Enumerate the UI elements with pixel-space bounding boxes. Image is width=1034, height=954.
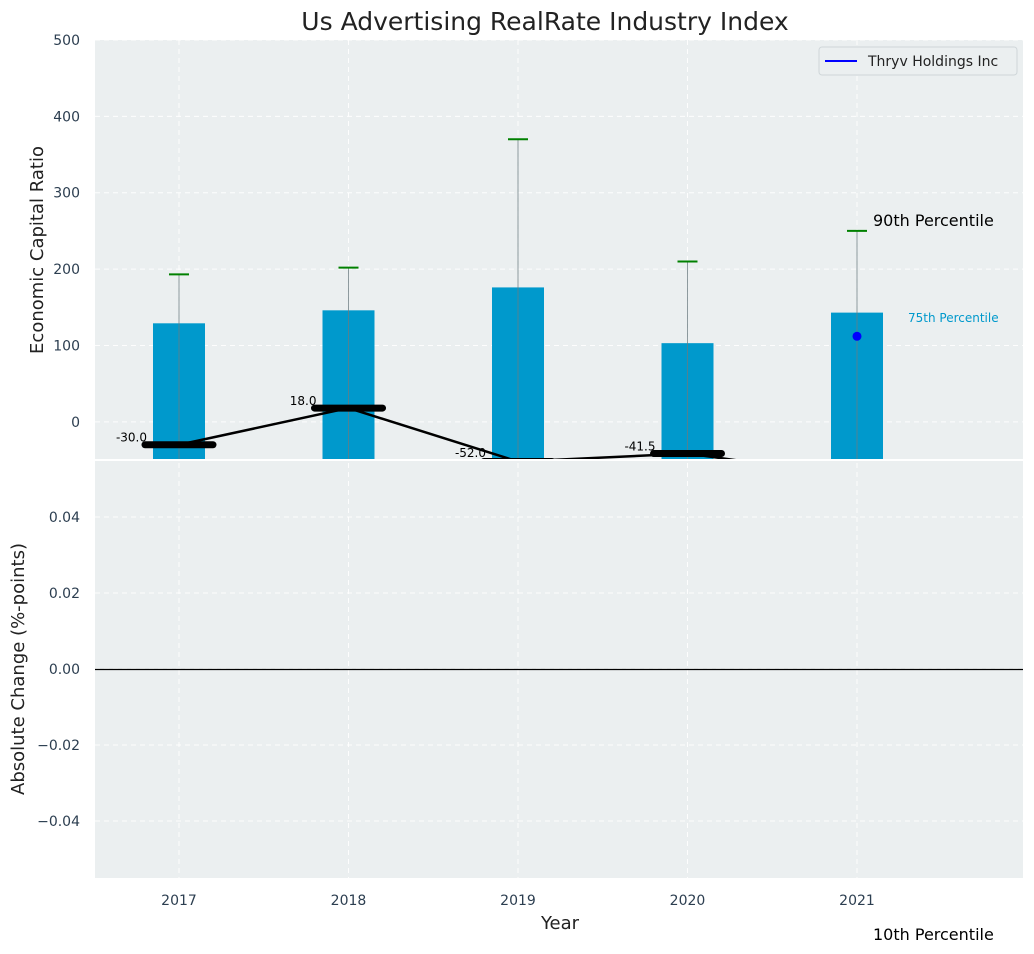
ticks: 0 100 200 300 400 500 −0.04 −0.02 0.00 0.02 0.04 20… [37,33,875,909]
company-point [852,331,862,341]
y-tick-label-bottom: −0.04 [37,814,80,830]
x-tick-label: 2019 [500,893,536,909]
data-label: -41.5 [624,440,655,454]
annotation-90th-percentile: 90th Percentile [873,211,994,230]
y-tick-label-top: 200 [53,262,80,278]
top-plot-area [95,40,1023,460]
y-tick-label-bottom: −0.02 [37,738,80,754]
x-tick-label: 2017 [161,893,197,909]
data-label: -52.0 [455,446,486,460]
y-axis-label-top: Economic Capital Ratio [27,146,48,354]
y-tick-label-top: 300 [53,186,80,202]
y-tick-label-bottom: 0.02 [49,586,80,602]
y-tick-label-top: 0 [71,415,80,431]
data-label: 18.0 [290,394,317,408]
legend-entry: Thryv Holdings Inc [867,54,998,70]
annotation-75th-percentile: 75th Percentile [908,311,999,325]
y-tick-label-bottom: 0.04 [49,510,80,526]
annotation-10th-percentile: 10th Percentile [873,925,994,944]
x-axis-label: Year [540,913,580,934]
x-tick-label: 2020 [670,893,706,909]
x-tick-label: 2018 [331,893,367,909]
y-tick-label-bottom: 0.00 [49,662,80,678]
legend: Thryv Holdings Inc [818,46,1018,76]
data-label: -30.0 [116,431,147,445]
y-tick-label-top: 400 [53,109,80,125]
y-tick-label-top: 100 [53,338,80,354]
legend-box [818,46,1018,76]
whiskers [169,138,867,460]
x-tick-label: 2021 [839,893,875,909]
y-tick-label-top: 500 [53,33,80,49]
y-axis-label-bottom: Absolute Change (%-points) [8,543,29,795]
chart-title: Us Advertising RealRate Industry Index [301,7,788,36]
